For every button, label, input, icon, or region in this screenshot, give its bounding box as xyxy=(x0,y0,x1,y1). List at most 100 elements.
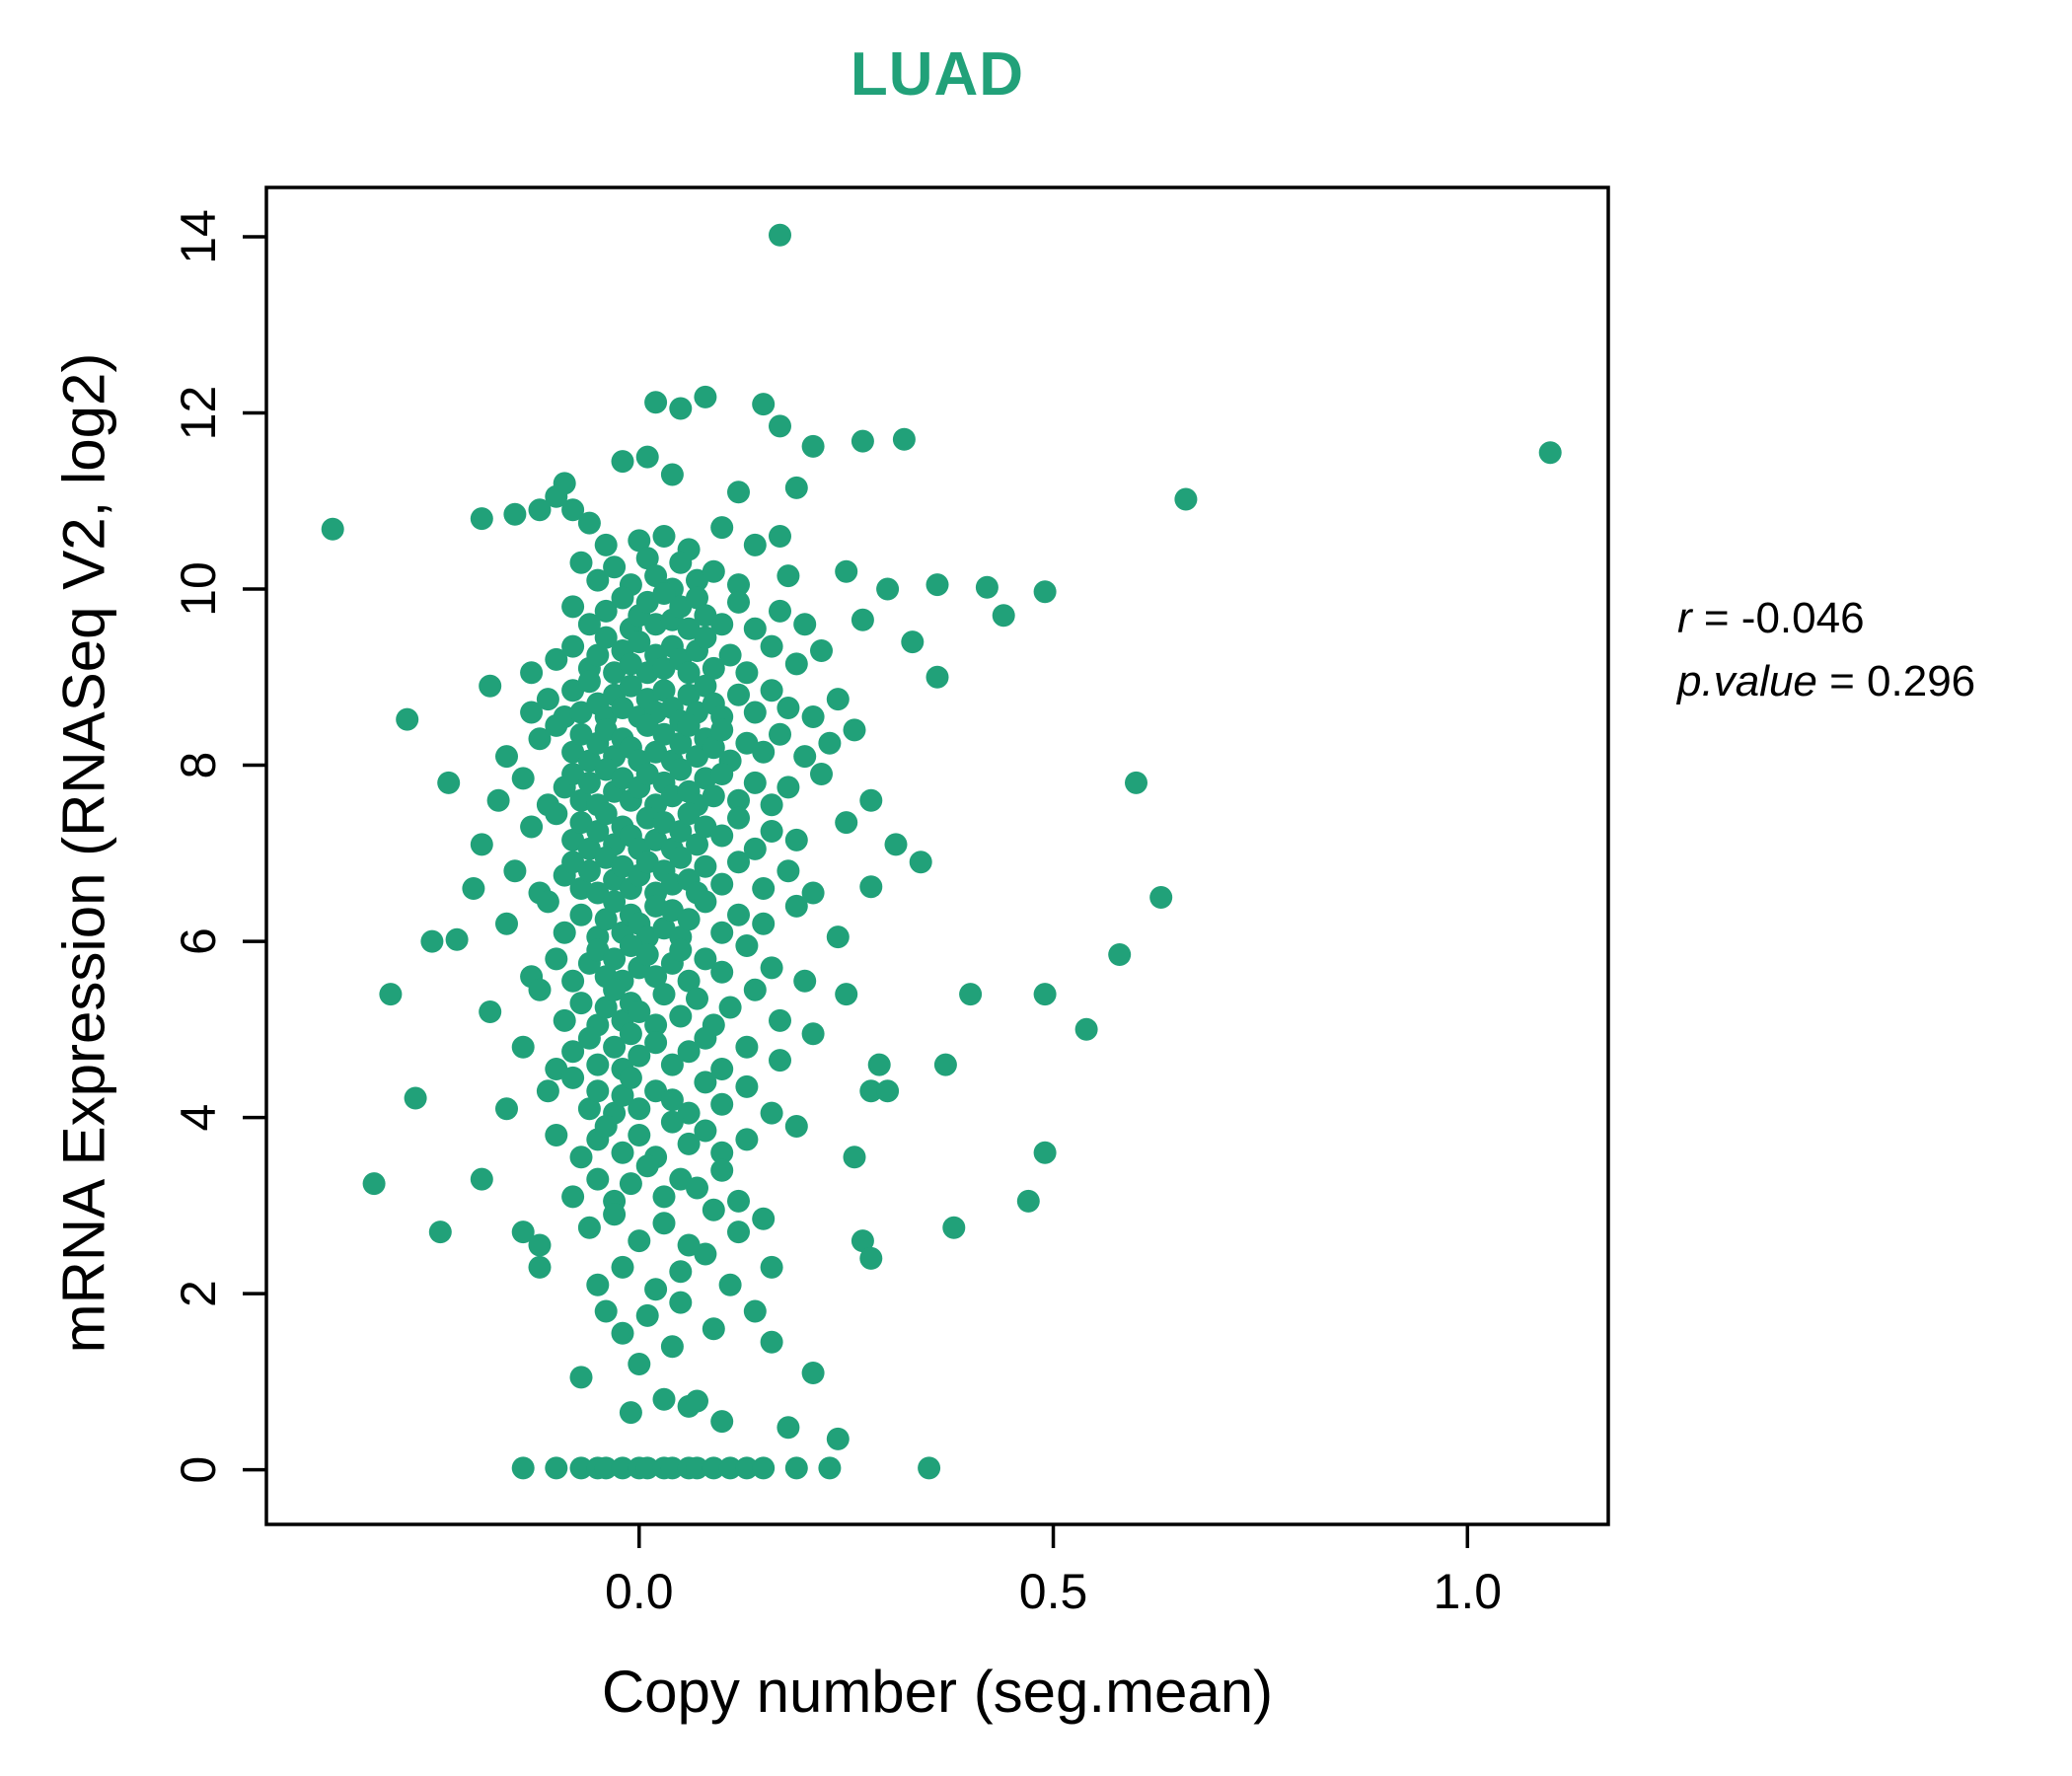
scatter-point xyxy=(710,1410,734,1434)
x-tick-label: 0.0 xyxy=(605,1564,674,1619)
scatter-point xyxy=(1125,771,1147,794)
p-symbol: p.value xyxy=(1677,656,1817,705)
scatter-point xyxy=(777,564,800,588)
scatter-point xyxy=(603,1203,627,1226)
scatter-point xyxy=(818,1456,842,1480)
scatter-point xyxy=(686,586,708,610)
scatter-point xyxy=(710,763,734,785)
scatter-point xyxy=(694,1119,717,1143)
scatter-point xyxy=(760,1101,783,1125)
scatter-point xyxy=(511,1456,535,1480)
scatter-point xyxy=(727,683,750,706)
scatter-point xyxy=(743,1299,767,1323)
scatter-point xyxy=(660,1053,684,1076)
scatter-point xyxy=(660,1456,684,1480)
scatter-point xyxy=(859,875,883,899)
scatter-point xyxy=(511,1035,535,1059)
scatter-point xyxy=(677,1233,701,1257)
scatter-point xyxy=(686,1389,708,1413)
scatter-point xyxy=(569,992,593,1015)
scatter-point xyxy=(752,393,776,416)
scatter-point xyxy=(545,947,568,971)
scatter-point xyxy=(694,626,717,649)
scatter-point xyxy=(479,1000,502,1023)
scatter-point xyxy=(743,533,767,556)
scatter-point xyxy=(635,547,659,570)
scatter-point xyxy=(727,590,750,614)
scatter-point xyxy=(652,525,676,548)
scatter-point xyxy=(859,1079,883,1103)
scatter-point xyxy=(520,815,544,839)
scatter-point xyxy=(810,639,833,662)
scatter-point xyxy=(652,1387,676,1411)
scatter-point xyxy=(594,1456,618,1480)
scatter-point xyxy=(769,722,791,746)
scatter-point xyxy=(660,1088,684,1112)
scatter-point xyxy=(577,771,601,794)
scatter-point xyxy=(611,1141,634,1164)
y-tick-label: 2 xyxy=(171,1280,226,1307)
scatter-point xyxy=(569,1456,593,1480)
scatter-point xyxy=(760,956,783,980)
r-symbol: r xyxy=(1677,594,1692,642)
plot-border xyxy=(264,185,1610,1526)
scatter-point xyxy=(777,1416,800,1440)
scatter-point xyxy=(495,1097,518,1121)
scatter-point xyxy=(752,912,776,935)
y-tick-label: 12 xyxy=(171,386,226,441)
scatter-point xyxy=(437,771,461,794)
scatter-point xyxy=(793,613,817,636)
scatter-point xyxy=(561,1185,585,1209)
scatter-point xyxy=(975,575,999,599)
scatter-point xyxy=(851,429,874,453)
scatter-point xyxy=(752,1456,776,1480)
scatter-point xyxy=(784,1115,808,1138)
scatter-point xyxy=(743,701,767,724)
scatter-point xyxy=(528,727,552,751)
scatter-point xyxy=(586,1079,610,1103)
scatter-point xyxy=(644,1278,668,1301)
scatter-point xyxy=(677,661,701,685)
scatter-point xyxy=(470,1167,493,1191)
scatter-point xyxy=(710,516,734,540)
scatter-point xyxy=(644,1079,668,1103)
scatter-point xyxy=(892,427,916,451)
scatter-point xyxy=(752,1207,776,1230)
scatter-point xyxy=(843,718,866,742)
scatter-point xyxy=(769,525,791,548)
scatter-point xyxy=(545,647,568,671)
scatter-point xyxy=(694,385,717,408)
scatter-point xyxy=(933,1053,957,1076)
scatter-point xyxy=(918,1456,941,1480)
scatter-point xyxy=(594,599,618,623)
scatter-point xyxy=(686,987,708,1010)
scatter-point xyxy=(528,1255,552,1279)
scatter-point xyxy=(561,828,585,851)
scatter-point xyxy=(644,564,668,588)
scatter-point xyxy=(586,820,610,843)
scatter-point xyxy=(1174,487,1198,511)
scatter-point xyxy=(909,851,932,874)
scatter-point xyxy=(727,481,750,504)
scatter-point xyxy=(635,445,659,469)
scatter-point xyxy=(611,767,634,790)
x-tick-label: 1.0 xyxy=(1434,1564,1503,1619)
scatter-point xyxy=(727,1221,750,1244)
scatter-point xyxy=(735,934,759,957)
scatter-point xyxy=(594,1115,618,1138)
scatter-point xyxy=(545,713,568,737)
scatter-point xyxy=(611,586,634,610)
scatter-point xyxy=(520,701,544,724)
scatter-point xyxy=(694,1242,717,1266)
scatter-point xyxy=(561,1066,585,1089)
chart-title: LUAD xyxy=(850,40,1025,109)
x-tick-label: 0.5 xyxy=(1019,1564,1088,1619)
scatter-point xyxy=(553,921,576,944)
scatter-point xyxy=(884,833,908,856)
scatter-point xyxy=(536,1079,559,1103)
scatter-point xyxy=(462,877,485,900)
scatter-point xyxy=(702,1317,725,1341)
r-value-line: r = -0.046 xyxy=(1677,587,1975,650)
scatter-point xyxy=(735,661,759,685)
scatter-point xyxy=(710,1158,734,1182)
